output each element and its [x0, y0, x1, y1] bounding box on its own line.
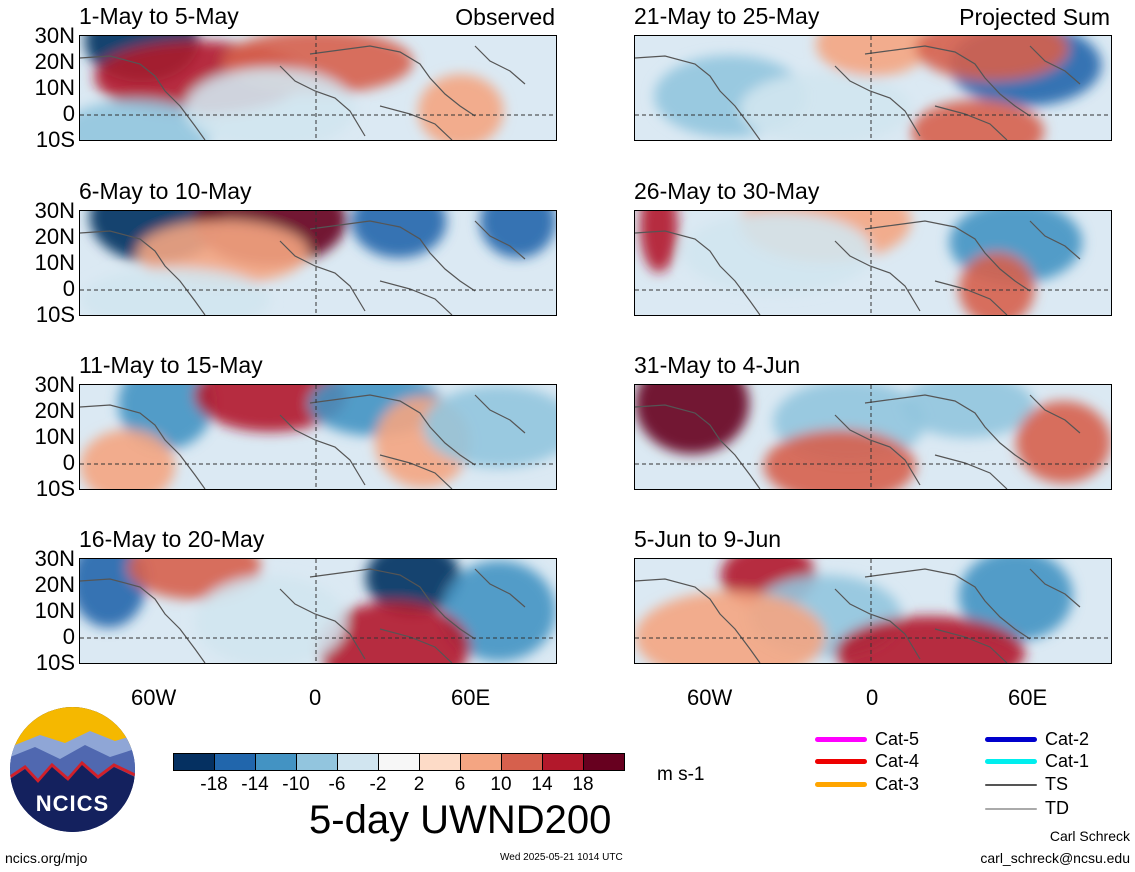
wind-field [635, 385, 1111, 489]
legend-line [985, 784, 1037, 786]
colorbar-swatch [255, 753, 297, 771]
lat-label: 20N [34, 224, 75, 249]
colorbar-label: 6 [454, 774, 466, 795]
legend-label: Cat-4 [875, 751, 920, 771]
wind-field [80, 559, 556, 663]
panel-title: 1-May to 5-May [79, 3, 239, 29]
lat-label: 0 [62, 450, 75, 475]
lat-label: 10N [34, 598, 75, 623]
footer-timestamp: Wed 2025-05-21 1014 UTC [500, 852, 623, 863]
colorbar-label: 10 [490, 774, 512, 795]
lat-label: 0 [62, 276, 75, 301]
wind-field [635, 211, 1111, 315]
wind-map [634, 35, 1112, 141]
footer-author: Carl Schreck [1049, 828, 1130, 844]
wind-field [635, 559, 1111, 663]
lat-label: 0 [62, 101, 75, 126]
colorbar-units: m s-1 [657, 764, 705, 785]
legend-label: Cat-5 [875, 729, 920, 749]
colorbar-swatch [214, 753, 256, 771]
legend-label: Cat-1 [1045, 751, 1090, 771]
lat-label: 30N [34, 23, 75, 48]
colorbar-swatch [460, 753, 502, 771]
legend-label: TD [1045, 798, 1069, 818]
legend-line [815, 782, 867, 787]
lat-label: 10S [35, 127, 75, 152]
wind-map [634, 210, 1112, 316]
colorbar-label: -2 [369, 774, 387, 795]
panel-title: 6-May to 10-May [79, 178, 252, 204]
footer-email: carl_schreck@ncsu.edu [980, 850, 1130, 866]
lat-label: 10N [34, 424, 75, 449]
colorbar-label: -14 [241, 774, 269, 795]
panel-title: 21-May to 25-May [634, 3, 820, 29]
panel-title: 5-Jun to 9-Jun [634, 526, 782, 552]
lon-label: 60E [451, 685, 491, 710]
wind-field [80, 211, 556, 315]
colorbar-swatch [296, 753, 338, 771]
lat-label: 20N [34, 49, 75, 74]
legend-label: Cat-2 [1045, 729, 1090, 749]
colorbar-label: 2 [413, 774, 425, 795]
panel-title: 16-May to 20-May [79, 526, 265, 552]
legend-label: TS [1045, 774, 1069, 794]
panel-title: 31-May to 4-Jun [634, 352, 801, 378]
colorbar-swatch [583, 753, 625, 771]
legend-line [985, 737, 1037, 742]
wind-map [79, 35, 557, 141]
legend-line [985, 759, 1037, 764]
lat-label: 30N [34, 372, 75, 397]
lat-label: 30N [34, 198, 75, 223]
panel-tag: Observed [455, 4, 555, 30]
legend-label: Cat-3 [875, 774, 920, 794]
panel-tag: Projected Sum [959, 4, 1110, 30]
wind-map [79, 558, 557, 664]
lon-label: 60E [1008, 685, 1048, 710]
lat-label: 0 [62, 624, 75, 649]
wind-map [79, 384, 557, 490]
lon-label: 60W [131, 685, 177, 710]
colorbar-label: 14 [531, 774, 553, 795]
lon-label: 0 [309, 685, 322, 710]
wind-field [80, 385, 556, 489]
colorbar-label: 18 [572, 774, 594, 795]
wind-map [634, 558, 1112, 664]
legend-line [815, 737, 867, 742]
legend-line [985, 808, 1037, 810]
panel-title: 26-May to 30-May [634, 178, 820, 204]
ncics-logo: NCICS [10, 707, 135, 832]
wind-field [635, 36, 1111, 140]
lat-label: 10S [35, 302, 75, 327]
legend-line [815, 759, 867, 764]
lat-label: 10N [34, 250, 75, 275]
wind-map [79, 210, 557, 316]
lat-label: 20N [34, 398, 75, 423]
colorbar-swatch [542, 753, 584, 771]
lon-label: 60W [687, 685, 733, 710]
footer-url: ncics.org/mjo [5, 850, 88, 866]
colorbar-swatch [337, 753, 379, 771]
lon-label: 0 [866, 685, 879, 710]
colorbar-label: -6 [328, 774, 346, 795]
colorbar-swatch [173, 753, 215, 771]
main-title: 5-day UWND200 [309, 798, 612, 842]
wind-field [80, 36, 556, 140]
lat-label: 10S [35, 650, 75, 675]
colorbar-label: -10 [282, 774, 310, 795]
lat-label: 20N [34, 572, 75, 597]
logo-text: NCICS [35, 791, 110, 816]
lat-label: 30N [34, 546, 75, 571]
colorbar-label: -18 [200, 774, 228, 795]
colorbar-swatch [501, 753, 543, 771]
lat-label: 10N [34, 75, 75, 100]
colorbar-swatch [378, 753, 420, 771]
lat-label: 10S [35, 476, 75, 501]
panel-title: 11-May to 15-May [79, 352, 263, 378]
wind-map [634, 384, 1112, 490]
colorbar-swatch [419, 753, 461, 771]
